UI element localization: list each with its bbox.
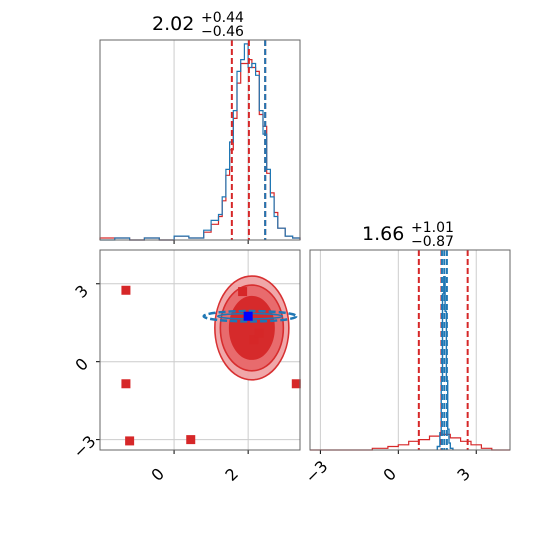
scatter-xtick-label: 0 bbox=[147, 464, 168, 485]
hist2-xtick-label: 0 bbox=[379, 464, 400, 485]
scatter-point-red bbox=[238, 287, 248, 297]
title-param2-value: 1.66 bbox=[362, 223, 404, 245]
histogram-param2-panel bbox=[309, 249, 511, 454]
scatter-point-red bbox=[291, 379, 301, 389]
title-param1-value: 2.02 bbox=[152, 13, 194, 35]
scatter-ytick-label: 0 bbox=[71, 354, 92, 375]
histogram-blue-series bbox=[100, 43, 301, 241]
hist2-xtick-label: 3 bbox=[453, 464, 474, 485]
axes-frame bbox=[99, 249, 301, 451]
title-param1: 2.02 +0.44 −0.46 bbox=[152, 10, 244, 40]
title-param2-plus: +1.01 bbox=[411, 220, 454, 236]
axes-frame bbox=[99, 39, 301, 241]
scatter-xtick-label: 2 bbox=[221, 464, 242, 485]
histogram-red-series bbox=[99, 59, 301, 241]
scatter-point-red bbox=[186, 435, 196, 445]
scatter-point-red bbox=[125, 436, 135, 446]
histogram-param1-panel bbox=[99, 39, 301, 244]
scatter-point-blue bbox=[243, 311, 253, 321]
scatter-ytick-label: 3 bbox=[71, 281, 92, 302]
axes-frame bbox=[309, 249, 511, 451]
histogram-red-series bbox=[310, 433, 510, 451]
title-param1-plus: +0.44 bbox=[201, 10, 244, 26]
scatter-panel bbox=[96, 249, 301, 454]
title-param1-minus: −0.46 bbox=[201, 24, 244, 40]
contour-red-level-3 bbox=[228, 295, 275, 360]
scatter-point-red bbox=[121, 379, 131, 389]
scatter-point-red bbox=[121, 285, 131, 295]
scatter-point-red bbox=[249, 335, 259, 345]
title-param2: 1.66 +1.01 −0.87 bbox=[362, 220, 454, 250]
hist2-xtick-label: −3 bbox=[301, 457, 331, 487]
contour-blue bbox=[202, 309, 298, 323]
scatter-point-red bbox=[254, 328, 264, 338]
title-param2-minus: −0.87 bbox=[411, 234, 454, 250]
scatter-ytick-label: −3 bbox=[69, 432, 99, 462]
